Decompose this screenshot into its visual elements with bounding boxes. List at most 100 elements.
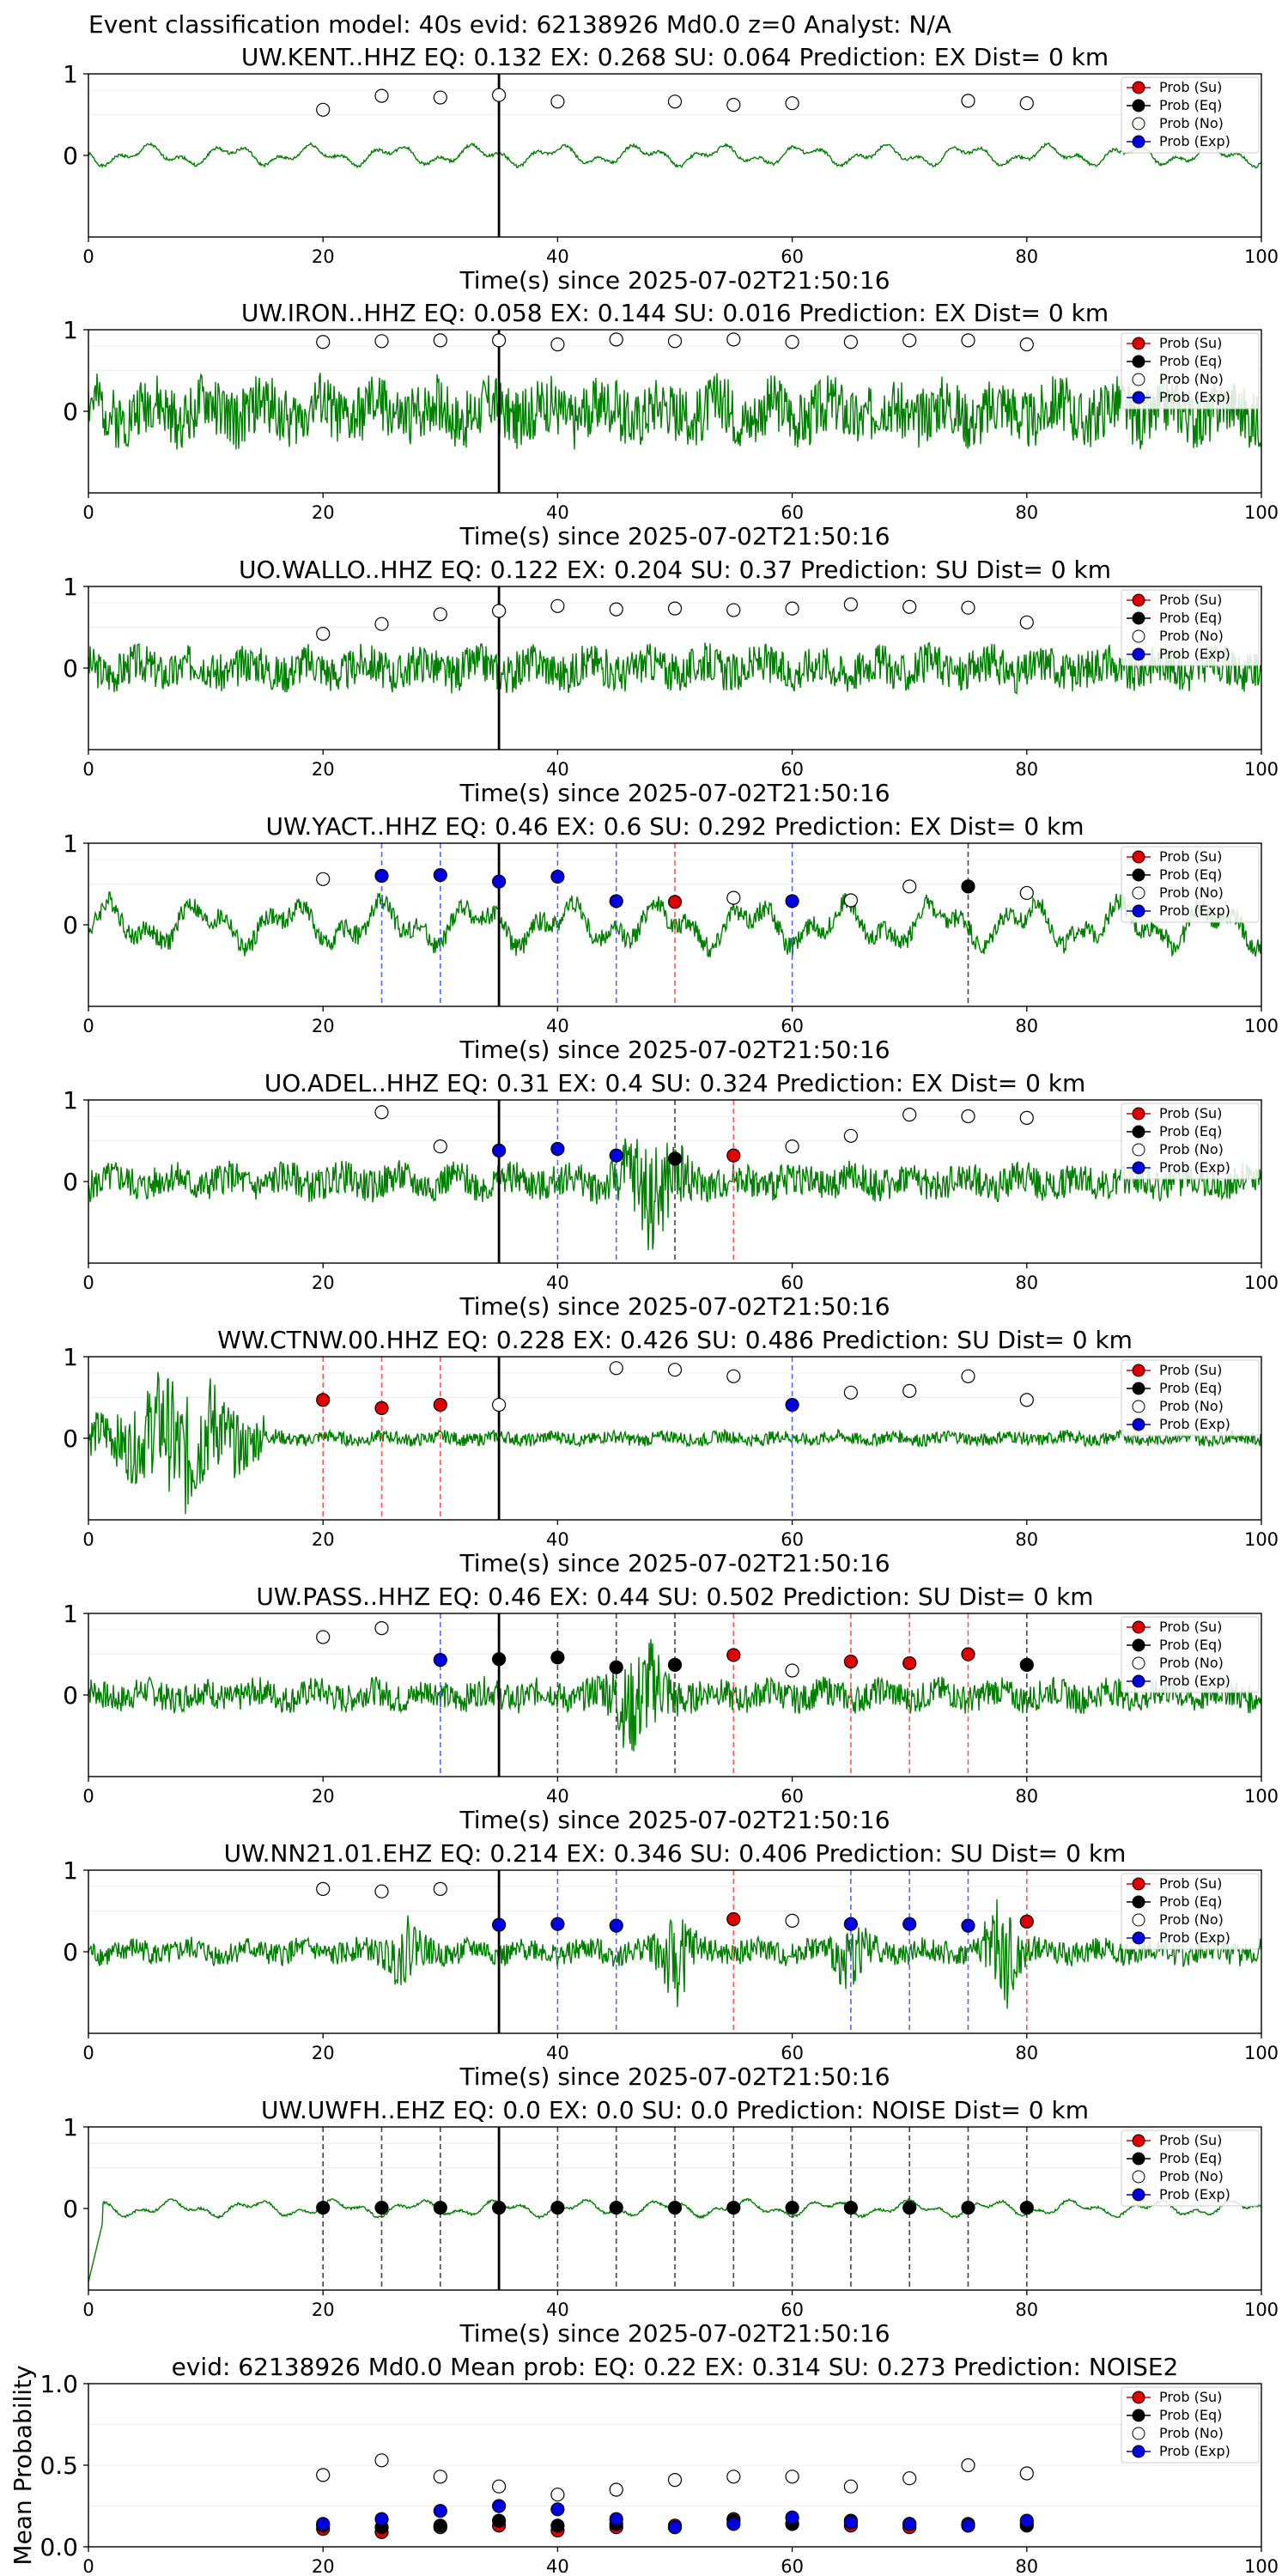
legend-box bbox=[1121, 76, 1260, 154]
prob-marker-exp bbox=[961, 1918, 975, 1933]
legend-label-exp: Prob (Exp) bbox=[1159, 389, 1230, 405]
legend-marker-exp bbox=[1132, 2445, 1145, 2458]
legend-label-exp: Prob (Exp) bbox=[1159, 133, 1230, 149]
prob-marker-exp bbox=[785, 894, 799, 908]
legend-label-su: Prob (Su) bbox=[1159, 592, 1222, 608]
x-tick-label: 20 bbox=[312, 1016, 335, 1036]
legend-label-eq: Prob (Eq) bbox=[1159, 97, 1222, 113]
x-tick-label: 0 bbox=[82, 1786, 94, 1807]
x-tick-label: 40 bbox=[546, 2556, 569, 2576]
legend-label-no: Prob (No) bbox=[1159, 884, 1224, 901]
mean-marker-no bbox=[667, 2473, 683, 2488]
legend-marker-exp bbox=[1132, 1931, 1145, 1945]
legend-marker-no bbox=[1132, 373, 1145, 386]
prob-marker-no bbox=[374, 617, 389, 631]
prob-marker-no bbox=[785, 1913, 799, 1928]
prob-marker-exp bbox=[550, 1917, 565, 1931]
legend-box bbox=[1121, 846, 1260, 923]
legend-marker-no bbox=[1132, 629, 1145, 643]
mean-marker-no bbox=[726, 2470, 741, 2484]
x-tick-label: 40 bbox=[546, 246, 569, 267]
x-tick-label: 20 bbox=[312, 2300, 335, 2320]
legend-label-eq: Prob (Eq) bbox=[1159, 2150, 1222, 2166]
mean-marker-exp bbox=[785, 2510, 799, 2524]
mean-marker-no bbox=[961, 2458, 975, 2473]
legend-label-exp: Prob (Exp) bbox=[1159, 902, 1230, 919]
mean-marker-exp bbox=[1019, 2513, 1034, 2528]
prob-marker-no bbox=[433, 607, 447, 622]
prob-marker-no bbox=[374, 88, 389, 103]
prob-marker-su bbox=[961, 1647, 975, 1662]
legend-label-no: Prob (No) bbox=[1159, 115, 1224, 131]
prob-marker-no bbox=[961, 600, 975, 615]
panel-title: UO.WALLO..HHZ EQ: 0.122 EX: 0.204 SU: 0.… bbox=[239, 556, 1111, 584]
y-tick-label: 0 bbox=[63, 2195, 78, 2223]
prob-marker-no bbox=[785, 1663, 799, 1678]
legend-marker-exp bbox=[1132, 2188, 1145, 2202]
legend-box bbox=[1121, 2386, 1260, 2464]
x-tick-label: 80 bbox=[1015, 1786, 1038, 1807]
legend-label-eq: Prob (Eq) bbox=[1159, 2407, 1222, 2423]
legend-label-exp: Prob (Exp) bbox=[1159, 1416, 1230, 1432]
prob-marker-exp bbox=[843, 1917, 859, 1931]
waveform-trace bbox=[88, 142, 1262, 169]
prob-marker-su bbox=[726, 1148, 741, 1163]
x-tick-label: 40 bbox=[546, 1786, 569, 1807]
panels: UW.KENT..HHZ EQ: 0.132 EX: 0.268 SU: 0.0… bbox=[9, 43, 1279, 2576]
prob-marker-no bbox=[316, 335, 331, 349]
x-tick-label: 80 bbox=[1015, 2300, 1038, 2320]
legend-marker-eq bbox=[1132, 2152, 1145, 2166]
mean-marker-no bbox=[491, 2479, 507, 2494]
mean-marker-exp bbox=[491, 2499, 507, 2513]
prob-marker-no bbox=[843, 597, 859, 612]
x-tick-label: 80 bbox=[1015, 1273, 1038, 1293]
prob-marker-no bbox=[961, 1369, 975, 1383]
prob-marker-no bbox=[550, 94, 565, 109]
prob-marker-no bbox=[961, 94, 975, 108]
legend-marker-eq bbox=[1132, 1125, 1145, 1139]
x-tick-label: 80 bbox=[1015, 1016, 1038, 1036]
legend-marker-exp bbox=[1132, 135, 1145, 149]
x-tick-label: 60 bbox=[781, 2043, 804, 2063]
x-tick-label: 80 bbox=[1015, 2043, 1038, 2063]
prob-marker-no bbox=[785, 96, 799, 111]
x-tick-label: 60 bbox=[781, 1786, 804, 1807]
y-tick-label: 0 bbox=[63, 1938, 78, 1966]
prob-marker-no bbox=[609, 602, 623, 617]
x-tick-label: 60 bbox=[781, 1273, 804, 1293]
prob-marker-eq bbox=[1019, 2200, 1034, 2215]
mean-marker-no bbox=[433, 2470, 447, 2484]
prob-marker-su bbox=[374, 1400, 389, 1415]
prob-marker-no bbox=[374, 1884, 389, 1899]
prob-marker-no bbox=[785, 1139, 799, 1154]
x-tick-label: 60 bbox=[781, 1016, 804, 1036]
legend-label-exp: Prob (Exp) bbox=[1159, 2186, 1230, 2202]
x-tick-label: 100 bbox=[1244, 502, 1279, 523]
y-tick-label: 1 bbox=[63, 316, 78, 344]
prob-marker-eq bbox=[726, 2200, 741, 2215]
prob-marker-no bbox=[609, 1361, 623, 1376]
prob-marker-no bbox=[726, 97, 741, 112]
x-tick-label: 100 bbox=[1244, 2300, 1279, 2320]
mean-marker-exp bbox=[609, 2512, 623, 2526]
legend-label-eq: Prob (Eq) bbox=[1159, 1123, 1222, 1139]
prob-marker-eq bbox=[902, 2200, 917, 2215]
prob-marker-exp bbox=[550, 869, 565, 884]
legend-marker-no bbox=[1132, 886, 1145, 900]
prob-marker-su bbox=[1019, 1914, 1034, 1929]
prob-marker-no bbox=[433, 1881, 447, 1896]
legend-marker-eq bbox=[1132, 1895, 1145, 1909]
prob-marker-su bbox=[843, 1654, 859, 1669]
x-tick-label: 20 bbox=[312, 1786, 335, 1807]
y-tick-label: 1 bbox=[63, 1600, 78, 1628]
legend-label-eq: Prob (Eq) bbox=[1159, 610, 1222, 626]
x-tick-label: 40 bbox=[546, 759, 569, 780]
legend-label-su: Prob (Su) bbox=[1159, 1619, 1222, 1635]
legend-label-exp: Prob (Exp) bbox=[1159, 2443, 1230, 2459]
legend-label-no: Prob (No) bbox=[1159, 1655, 1224, 1671]
legend-marker-no bbox=[1132, 1143, 1145, 1157]
prob-marker-no bbox=[491, 1397, 507, 1413]
prob-marker-no bbox=[609, 332, 623, 347]
mean-marker-exp bbox=[374, 2512, 389, 2526]
